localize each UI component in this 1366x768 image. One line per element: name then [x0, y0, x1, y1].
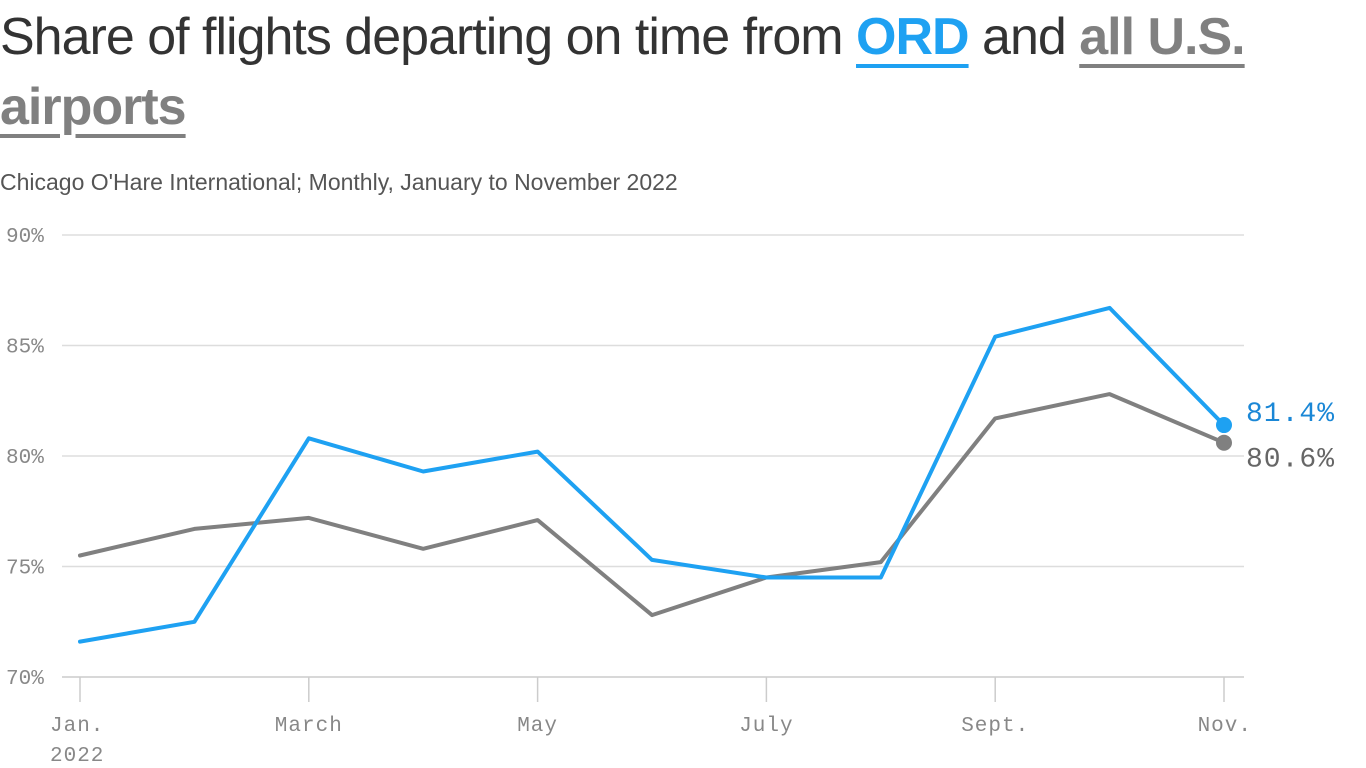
series-lines	[78, 305, 1226, 644]
x-tick-label: March	[275, 715, 343, 738]
chart-title: Share of flights departing on time from …	[0, 2, 1340, 142]
y-tick-label: 90%	[6, 226, 44, 249]
data-point-ord	[1216, 417, 1232, 434]
x-tick-label: Nov.	[1198, 715, 1252, 738]
title-ord-legend: ORD	[856, 8, 970, 66]
x-tick-label: Sept.	[961, 715, 1029, 738]
y-tick-label: 75%	[6, 558, 44, 581]
title-middle: and	[968, 8, 1080, 66]
end-value-label-all: 80.6%	[1246, 445, 1335, 476]
y-axis-ticks: 70% 75% 80% 85% 90%	[6, 226, 44, 691]
y-tick-label: 70%	[6, 668, 44, 691]
series-line-ord	[78, 305, 1226, 644]
series-line-all	[78, 392, 1226, 618]
y-tick-label: 85%	[6, 337, 44, 360]
y-tick-label: 80%	[6, 447, 44, 470]
title-all-legend: all U.S. airports	[0, 8, 1246, 136]
end-value-label-ord: 81.4%	[1246, 399, 1335, 430]
x-axis-ticks: Jan. 2022 March May July Sept. Nov.	[50, 677, 1252, 768]
end-value-labels: 80.6% 81.4%	[1246, 399, 1335, 476]
x-tick-sublabel: 2022	[50, 745, 104, 768]
end-points	[1216, 417, 1232, 451]
data-point-all	[1216, 434, 1232, 451]
x-tick-label: Jan.	[50, 715, 104, 738]
x-tick-label: May	[517, 715, 558, 738]
chart-subtitle: Chicago O'Hare International; Monthly, J…	[0, 169, 678, 195]
x-tick-label: July	[739, 715, 793, 738]
title-prefix: Share of flights departing on time from	[0, 8, 857, 66]
grid-lines	[62, 234, 1244, 678]
